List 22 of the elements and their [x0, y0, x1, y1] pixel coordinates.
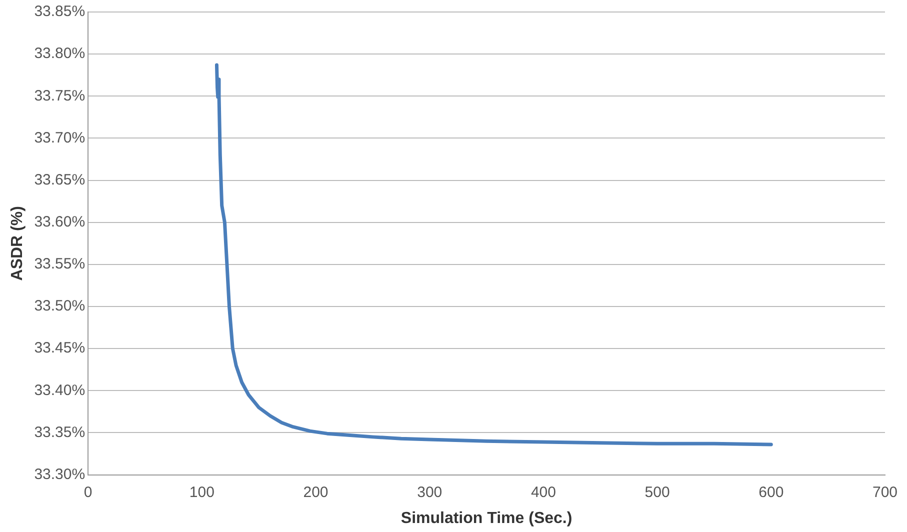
y-tick-label: 33.80% [34, 45, 86, 62]
x-tick-label: 500 [644, 484, 670, 501]
y-tick-label: 33.35% [34, 424, 86, 441]
x-tick-label: 200 [303, 484, 328, 501]
x-tick-label: 300 [417, 484, 442, 501]
y-tick-label: 33.65% [34, 171, 86, 188]
y-tick-label: 33.40% [34, 382, 86, 399]
x-tick-label: 0 [84, 484, 92, 501]
x-tick-label: 700 [872, 484, 898, 501]
x-axis-title: Simulation Time (Sec.) [400, 510, 572, 527]
y-tick-label: 33.70% [34, 129, 86, 146]
y-tick-label: 33.55% [34, 256, 86, 273]
y-tick-label: 33.85% [34, 3, 86, 20]
y-tick-label: 33.50% [34, 298, 86, 315]
y-tick-label: 33.45% [34, 340, 86, 357]
x-tick-label: 100 [189, 484, 214, 501]
x-tick-label: 600 [758, 484, 784, 501]
x-tick-label: 400 [530, 484, 556, 501]
y-tick-label: 33.60% [34, 214, 86, 231]
y-axis-title: ASDR (%) [9, 206, 26, 281]
y-tick-label: 33.30% [34, 466, 86, 483]
y-tick-label: 33.75% [34, 87, 86, 104]
